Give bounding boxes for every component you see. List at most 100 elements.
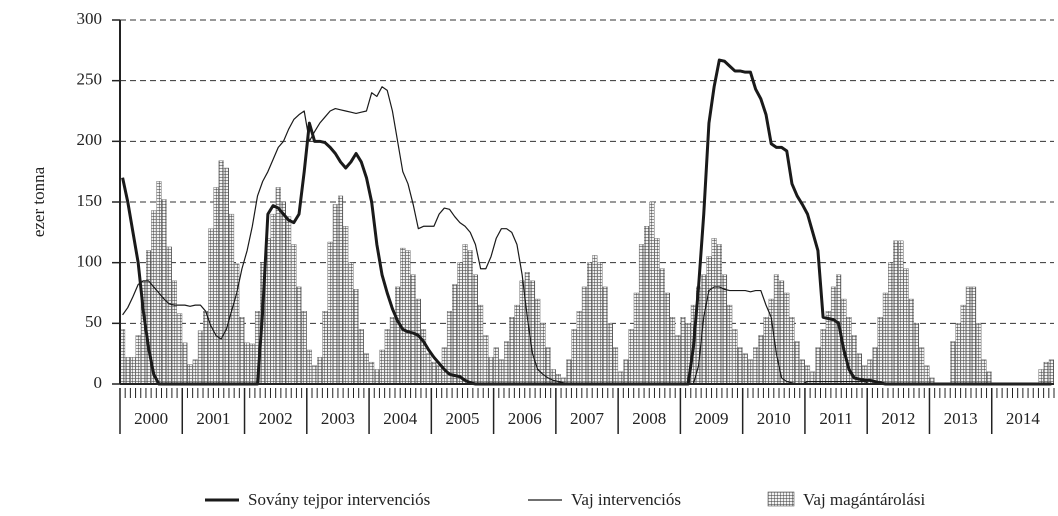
bar — [395, 286, 401, 385]
bar — [337, 195, 344, 385]
bar — [960, 304, 966, 385]
bar — [498, 359, 504, 385]
x-tick-label: 2007 — [570, 409, 605, 428]
y-tick-label: 200 — [77, 130, 103, 149]
bar — [389, 317, 395, 385]
bar — [379, 349, 385, 385]
bar — [166, 246, 172, 385]
bar — [301, 311, 307, 385]
bar — [566, 359, 572, 385]
bar — [343, 226, 349, 385]
bar — [716, 244, 722, 385]
bar — [825, 311, 831, 385]
bar — [519, 280, 525, 385]
bar — [369, 361, 375, 385]
bar — [597, 262, 603, 385]
x-tick-label: 2008 — [632, 409, 666, 428]
bar — [587, 262, 593, 385]
bar — [280, 201, 286, 385]
bar — [613, 347, 619, 385]
bar — [529, 280, 536, 385]
bar — [291, 244, 297, 385]
bar — [192, 359, 198, 385]
bar — [581, 286, 587, 385]
bar — [654, 238, 660, 385]
bar — [213, 187, 219, 385]
bar — [877, 317, 883, 385]
bar — [415, 298, 421, 385]
x-tick-label: 2010 — [757, 409, 791, 428]
y-tick-label: 100 — [77, 252, 103, 271]
bar — [664, 292, 670, 385]
bar — [711, 238, 717, 385]
bar — [872, 347, 878, 385]
bar — [457, 262, 463, 385]
bar — [758, 335, 764, 385]
bar — [888, 262, 894, 385]
bar — [950, 341, 956, 385]
x-tick-label: 2003 — [321, 409, 355, 428]
bar — [223, 167, 229, 385]
bar — [763, 317, 769, 385]
legend-label: Vaj magántárolási — [803, 490, 926, 509]
bar — [913, 323, 920, 385]
bar — [971, 286, 977, 385]
y-tick-label: 300 — [77, 9, 103, 28]
bar — [815, 347, 821, 385]
bar — [218, 160, 224, 385]
bar — [410, 274, 416, 385]
bar — [784, 292, 790, 385]
bar — [312, 365, 318, 385]
bar — [1038, 369, 1044, 385]
bar — [721, 274, 728, 385]
bar — [358, 329, 364, 385]
bar — [483, 335, 489, 385]
bar — [592, 255, 598, 385]
bar — [151, 210, 157, 385]
bar — [773, 274, 779, 385]
legend-label: Vaj intervenciós — [571, 490, 681, 509]
bar — [203, 311, 209, 385]
x-tick-label: 2013 — [944, 409, 978, 428]
bar — [638, 244, 645, 385]
bar — [462, 244, 468, 385]
bar — [426, 353, 432, 385]
y-tick-label: 150 — [77, 191, 103, 210]
y-axis-label: ezer tonna — [29, 166, 48, 237]
bar — [249, 343, 255, 385]
bar — [607, 323, 613, 385]
bar — [275, 187, 281, 385]
bar — [602, 286, 608, 385]
bar — [171, 280, 178, 385]
bar — [986, 371, 992, 385]
bar — [727, 304, 733, 385]
bar — [384, 329, 390, 385]
bar — [981, 359, 987, 385]
bar — [400, 247, 406, 385]
bar — [680, 317, 686, 385]
bar — [156, 181, 162, 385]
x-tick-label: 2004 — [383, 409, 418, 428]
x-tick-label: 2012 — [881, 409, 915, 428]
bar — [799, 359, 805, 385]
bar — [317, 357, 323, 385]
bar — [125, 357, 131, 385]
bar — [976, 323, 982, 385]
bar — [296, 286, 302, 385]
bar — [488, 357, 494, 385]
bar — [550, 369, 556, 385]
bar — [431, 361, 437, 385]
bar — [353, 289, 359, 385]
bar — [633, 292, 639, 385]
bar — [965, 286, 971, 385]
x-tick-label: 2000 — [134, 409, 168, 428]
bar — [161, 199, 167, 385]
bar — [571, 329, 577, 385]
bar — [229, 213, 235, 385]
bar — [670, 317, 676, 385]
y-tick-label: 50 — [85, 312, 102, 331]
bar — [649, 201, 655, 385]
bar — [675, 335, 681, 385]
bar — [514, 304, 520, 385]
